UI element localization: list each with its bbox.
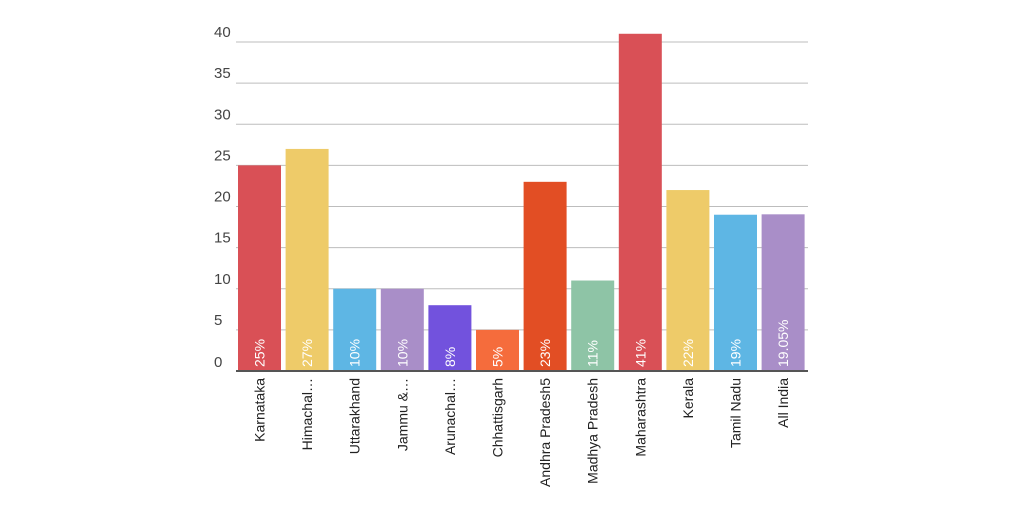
- bar: [428, 305, 472, 371]
- data-label: 25%: [252, 339, 268, 367]
- x-tick-label: Arunachal…: [442, 378, 458, 455]
- y-tick-label: 5: [214, 312, 222, 329]
- y-tick-label: 0: [214, 354, 222, 371]
- y-tick-label: 10: [214, 271, 231, 288]
- bar: [761, 214, 805, 371]
- gridlines: [236, 41, 808, 331]
- x-tick-label: Andhra Pradesh5: [537, 378, 553, 487]
- y-tick-label: 15: [214, 230, 231, 247]
- x-tick-label: Chhattisgarh: [490, 378, 506, 457]
- data-label: 11%: [585, 340, 601, 367]
- x-tick-label: All India: [775, 378, 791, 428]
- data-label: 5%: [490, 347, 506, 367]
- labels: 0 5 10 15 20 25 30 35 40 25% Karnataka 27% Himachal……: [214, 24, 791, 487]
- x-tick-label: Karnataka: [252, 378, 268, 442]
- x-tick-label: Maharashtra: [632, 378, 648, 457]
- bar: [523, 181, 567, 371]
- y-tick-label: 35: [214, 65, 231, 82]
- x-tick-label: Uttarakhand: [347, 378, 363, 454]
- x-tick-label: Madhya Pradesh: [585, 378, 601, 484]
- y-tick-label: 30: [214, 106, 231, 123]
- data-label: 19%: [728, 339, 744, 367]
- bar: [476, 329, 519, 371]
- y-tick-label: 25: [214, 147, 231, 164]
- data-label: 27%: [299, 339, 315, 367]
- data-label: 10%: [347, 339, 363, 367]
- x-tick-label: Tamil Nadu: [728, 378, 744, 448]
- bar: [333, 288, 377, 371]
- x-tick-label: Jammu &…: [394, 378, 410, 451]
- y-tick-label: 20: [214, 189, 231, 206]
- data-label: 10%: [394, 339, 410, 367]
- data-label: 8%: [442, 347, 458, 367]
- data-label: 41%: [632, 339, 648, 367]
- bar: [380, 288, 424, 371]
- x-tick-label: Kerala: [680, 378, 696, 419]
- y-tick-label: 40: [214, 24, 231, 41]
- data-label: 19.05%: [775, 320, 791, 367]
- data-label: 23%: [537, 339, 553, 367]
- bar: [714, 214, 757, 371]
- bar: [285, 148, 329, 371]
- bars: [238, 33, 805, 372]
- bar: [571, 280, 615, 371]
- bar: [618, 33, 662, 372]
- bar: [238, 165, 281, 371]
- bar: [666, 190, 710, 371]
- data-label: 22%: [680, 339, 696, 367]
- x-tick-label: Himachal…: [299, 378, 315, 450]
